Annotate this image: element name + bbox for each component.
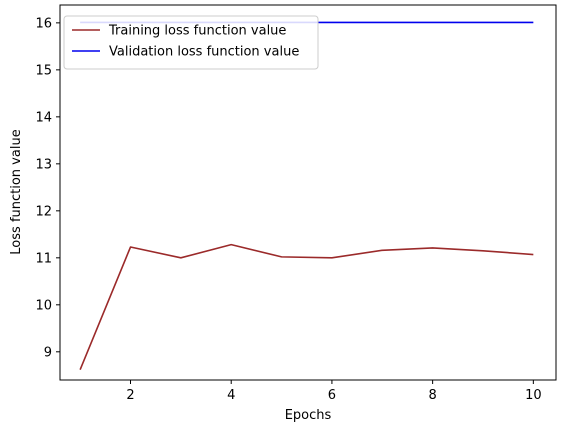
legend: Training loss function value Validation l… (63, 15, 319, 70)
legend-box (63, 15, 319, 70)
y-tick-label: 10 (35, 298, 52, 313)
y-axis-title: Loss function value (9, 129, 24, 254)
plot-frame (59, 4, 557, 381)
y-tick-label: 9 (44, 345, 52, 360)
series-line-1 (79, 243, 534, 370)
y-tick-label: 16 (35, 16, 52, 31)
x-axis: 2 4 6 8 10 (126, 380, 542, 403)
y-tick-label: 11 (35, 251, 52, 266)
x-tick-label: 10 (525, 388, 542, 403)
x-tick-label: 6 (328, 388, 336, 403)
y-tick-label: 14 (35, 110, 52, 125)
x-tick-label: 2 (126, 388, 134, 403)
y-tick-label: 12 (35, 204, 52, 219)
y-tick-label: 15 (35, 63, 52, 78)
legend-label-1: Training loss function value (108, 24, 286, 39)
x-tick-label: 8 (428, 388, 436, 403)
x-tick-label: 4 (227, 388, 235, 403)
legend-label-2: Validation loss function value (109, 45, 299, 60)
y-tick-label: 13 (35, 157, 52, 172)
x-axis-title: Epochs (285, 408, 332, 423)
y-axis: 9 10 11 12 13 14 15 16 (35, 16, 60, 360)
